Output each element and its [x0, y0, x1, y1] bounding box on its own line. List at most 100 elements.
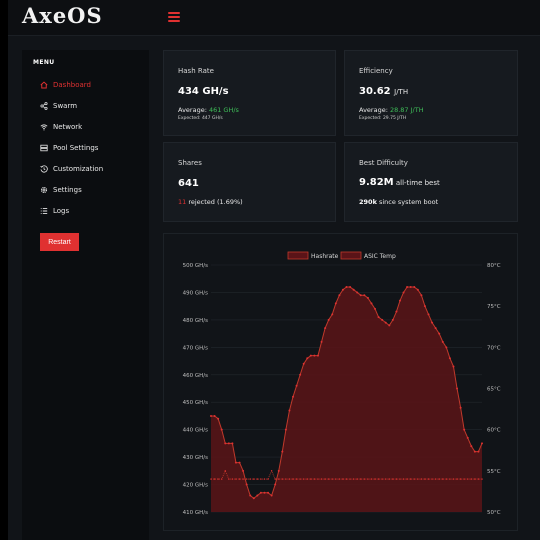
hashrate-point	[463, 428, 466, 431]
asic-temp-point	[224, 470, 226, 472]
sidebar-item-pool-settings[interactable]: Pool Settings	[22, 137, 149, 158]
hashrate-average-value: 461 GH/s	[208, 106, 239, 114]
asic-temp-point	[463, 478, 465, 480]
sidebar-item-swarm[interactable]: Swarm	[22, 95, 149, 116]
asic-temp-point	[424, 478, 426, 480]
hashrate-point	[377, 316, 380, 319]
asic-temp-point	[253, 478, 255, 480]
hashrate-point	[242, 469, 245, 472]
asic-temp-point	[228, 478, 230, 480]
sidebar-item-network[interactable]: Network	[22, 116, 149, 137]
hashrate-point	[402, 291, 405, 294]
sidebar-item-label: Swarm	[53, 101, 78, 110]
asic-temp-point	[406, 478, 408, 480]
asic-temp-point	[320, 478, 323, 480]
asic-temp-point	[306, 478, 308, 480]
best-difficulty-value: 9.82M all-time best	[359, 177, 440, 188]
hashrate-point	[277, 469, 280, 472]
hashrate-value: 434 GH/s	[178, 86, 229, 97]
asic-temp-point	[342, 478, 344, 480]
hashrate-point	[220, 428, 223, 431]
hashrate-point	[227, 442, 230, 445]
list-icon	[40, 207, 48, 215]
asic-temp-point	[331, 478, 333, 480]
hashrate-point	[349, 285, 352, 288]
asic-temp-point	[449, 478, 451, 480]
gear-icon	[40, 186, 48, 194]
top-bar: AxeOS	[8, 0, 540, 36]
efficiency-expected: Expected: 29.75 J/TH	[359, 116, 407, 121]
asic-temp-point	[427, 478, 430, 480]
hashrate-point	[416, 288, 419, 291]
hashrate-point	[320, 340, 323, 343]
sidebar-item-settings[interactable]: Settings	[22, 179, 149, 200]
hashrate-chart: 500 GH/s 490 GH/s 480 GH/s 470 GH/s 460 GH/s…	[183, 251, 501, 516]
asic-temp-point	[467, 478, 469, 480]
asic-temp-point	[442, 478, 444, 480]
asic-temp-point	[374, 478, 376, 480]
y-left-tick-label: 440 GH/s	[183, 428, 208, 434]
hashrate-card: Hash Rate 434 GH/s Average: 461 GH/s Exp…	[163, 50, 336, 136]
asic-temp-point	[477, 478, 480, 480]
hashrate-point	[388, 324, 391, 327]
hashrate-point	[473, 450, 476, 453]
asic-temp-point	[295, 478, 298, 480]
hashrate-point	[363, 294, 366, 297]
sidebar-nav: Dashboard Swarm Network Pool Settings Cu…	[22, 74, 149, 221]
card-title: Efficiency	[359, 67, 393, 75]
hashrate-point	[234, 461, 237, 464]
asic-temp-point	[388, 478, 390, 480]
logo: AxeOS	[22, 3, 103, 28]
hashrate-point	[370, 302, 373, 305]
asic-temp-point	[434, 478, 437, 480]
asic-temp-point	[299, 478, 301, 480]
hashrate-point	[384, 321, 387, 324]
hashrate-point	[331, 313, 334, 316]
hashrate-point	[409, 285, 412, 288]
sidebar-item-dashboard[interactable]: Dashboard	[22, 74, 149, 95]
restart-button[interactable]: Restart	[40, 233, 79, 251]
asic-temp-point	[303, 478, 305, 480]
menu-toggle-icon[interactable]	[168, 12, 180, 22]
hashrate-point	[395, 310, 398, 313]
legend-hashrate-swatch	[287, 251, 309, 260]
hashrate-point	[281, 450, 284, 453]
hashrate-point	[477, 450, 480, 453]
legend-temp-label: ASIC Temp	[364, 253, 396, 260]
asic-temp-point	[402, 478, 405, 480]
best-difficulty-session: 290k since system boot	[359, 198, 439, 206]
hashrate-point	[316, 354, 319, 357]
card-title: Hash Rate	[178, 67, 214, 75]
asic-temp-point	[235, 478, 237, 480]
asic-temp-point	[413, 478, 415, 480]
hashrate-point	[431, 321, 434, 324]
legend-hashrate-label: Hashrate	[311, 253, 339, 260]
hashrate-point	[398, 299, 401, 302]
asic-temp-point	[256, 478, 259, 480]
hashrate-point	[274, 483, 277, 486]
shares-value: 641	[178, 178, 199, 189]
asic-temp-point	[231, 478, 234, 480]
home-icon	[40, 81, 48, 89]
share-icon	[40, 101, 48, 110]
hashrate-point	[327, 318, 330, 321]
hashrate-average: Average: 461 GH/s	[178, 106, 239, 114]
hashrate-point	[284, 428, 287, 431]
hashrate-point	[259, 491, 262, 494]
sidebar-item-logs[interactable]: Logs	[22, 200, 149, 221]
hashrate-point	[391, 318, 394, 321]
sidebar-item-label: Dashboard	[53, 80, 91, 89]
asic-temp-point	[452, 478, 455, 480]
asic-temp-point	[263, 478, 266, 480]
hashrate-expected: Expected: 447 GH/s	[178, 116, 223, 121]
hashrate-point	[302, 362, 305, 365]
y-right-tick-label: 60°C	[487, 428, 501, 434]
hashrate-point	[263, 491, 266, 494]
hashrate-point	[413, 285, 416, 288]
hashrate-point	[309, 354, 312, 357]
hashrate-point	[466, 436, 469, 439]
hashrate-point	[313, 354, 316, 357]
sidebar-item-label: Customization	[53, 164, 104, 173]
hashrate-point	[352, 288, 355, 291]
sidebar-item-customization[interactable]: Customization	[22, 158, 149, 179]
